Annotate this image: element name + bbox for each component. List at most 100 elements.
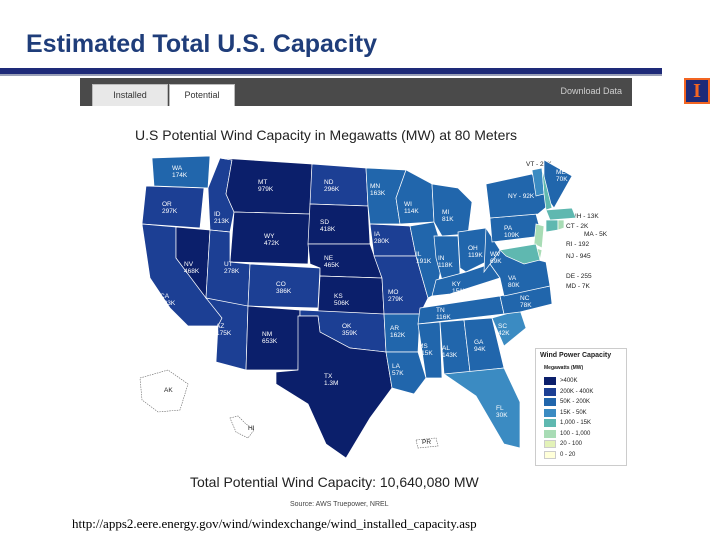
- logo-letter: I: [693, 80, 701, 102]
- state-label-la: LA 57K: [392, 363, 404, 377]
- state-nj[interactable]: [533, 223, 545, 249]
- legend-item: >400K: [544, 377, 624, 386]
- state-ks[interactable]: [317, 275, 385, 315]
- source-url[interactable]: http://apps2.eere.energy.gov/wind/windex…: [72, 516, 477, 531]
- legend-label: 50K - 200K: [560, 399, 591, 405]
- legend-swatch: [544, 440, 556, 448]
- state-label-sd: SD 418K: [320, 219, 336, 233]
- state-label-va: VA 80K: [508, 275, 520, 289]
- state-label-mo: MO 279K: [388, 289, 404, 303]
- university-logo: I: [684, 78, 710, 104]
- legend-title: Wind Power Capacity: [540, 352, 612, 359]
- legend-item: 100 - 1,000: [544, 429, 624, 439]
- state-ms[interactable]: [417, 321, 443, 379]
- tab-bar: Installed Potential Download Data: [80, 78, 632, 106]
- state-label-tn: TN 116K: [436, 307, 451, 321]
- state-label-fl: FL 30K: [496, 405, 508, 419]
- state-label-ok: OK 359K: [342, 323, 358, 337]
- state-label-nj: NJ - 945: [566, 253, 591, 260]
- state-label-pr: PR: [422, 439, 431, 446]
- state-label-wy: WY 472K: [264, 233, 280, 247]
- state-label-co: CO 386K: [276, 281, 292, 295]
- legend-subtitle: Megawatts (MW): [544, 365, 584, 371]
- state-label-sc: SC 42K: [498, 323, 510, 337]
- state-pr[interactable]: [415, 437, 439, 449]
- legend-item: 20 - 100: [544, 440, 624, 449]
- state-label-ut: UT 278K: [224, 261, 240, 275]
- state-label-ri: RI - 192: [566, 241, 590, 248]
- legend-swatch: [544, 429, 556, 438]
- state-sd[interactable]: [307, 203, 371, 245]
- state-label-al: AL 143K: [442, 345, 458, 359]
- state-label-ma: MA - 5K: [584, 231, 608, 238]
- state-label-oh: OH 119K: [468, 245, 483, 259]
- state-label-ny: NY - 92K: [508, 193, 535, 200]
- state-label-ak: AK: [164, 387, 173, 394]
- state-label-nv: NV 468K: [184, 261, 200, 275]
- legend-swatch: [544, 387, 556, 396]
- legend-label: 20 - 100: [560, 441, 583, 447]
- slide-title: Estimated Total U.S. Capacity: [26, 30, 378, 58]
- legend-label: 1,000 - 15K: [560, 420, 592, 426]
- legend-label: 100 - 1,000: [560, 430, 591, 437]
- map-screenshot: Installed Potential Download Data U.S Po…: [80, 78, 632, 518]
- state-label-mn: MN 163K: [370, 183, 386, 197]
- state-label-ga: GA 94K: [474, 339, 486, 353]
- map-legend: Wind Power Capacity Megawatts (MW) >400K…: [535, 348, 627, 466]
- title-rule-shadow: [0, 74, 662, 76]
- state-label-ca: CA 303K: [160, 293, 176, 307]
- state-md[interactable]: [499, 243, 541, 265]
- state-label-ky: KY 151K: [452, 281, 468, 295]
- state-label-or: OR 297K: [162, 201, 178, 215]
- legend-swatch: [544, 450, 556, 459]
- source-note: Source: AWS Truepower, NREL: [290, 501, 389, 508]
- state-label-ct: CT - 2K: [566, 223, 589, 230]
- state-nd[interactable]: [309, 163, 369, 207]
- state-or[interactable]: [141, 185, 205, 229]
- legend-label: 0 - 20: [560, 451, 576, 458]
- legend-label: 15K - 50K: [560, 409, 587, 416]
- state-label-ar: AR 162K: [390, 325, 406, 339]
- legend-item: 0 - 20: [544, 450, 624, 460]
- download-data-link[interactable]: Download Data: [560, 86, 622, 96]
- tab-potential[interactable]: Potential: [169, 84, 235, 106]
- state-label-ia: IA 280K: [374, 231, 390, 245]
- state-ri[interactable]: [557, 219, 565, 231]
- state-wv[interactable]: [483, 226, 501, 274]
- legend-label: 200K - 400K: [560, 388, 594, 395]
- state-label-pa: PA 109K: [504, 225, 520, 239]
- state-label-ms: MS 115K: [418, 343, 433, 357]
- state-ct[interactable]: [545, 219, 559, 233]
- state-label-id: ID 213K: [214, 211, 230, 225]
- state-label-az: AZ 175K: [216, 323, 232, 337]
- state-wi[interactable]: [395, 169, 435, 225]
- legend-swatch: [544, 408, 556, 417]
- tab-installed[interactable]: Installed: [92, 84, 168, 106]
- state-label-hi: HI: [248, 425, 255, 432]
- us-wind-capacity-map: WA 174K OR 297K CA 303K NV 468K ID 213K MT 979K WY 47…: [139, 155, 608, 459]
- state-label-wi: WI 114K: [404, 201, 419, 215]
- state-hi[interactable]: [229, 415, 255, 439]
- legend-item: 200K - 400K: [544, 387, 624, 397]
- state-fl[interactable]: [443, 367, 521, 449]
- legend-item: 1,000 - 15K: [544, 419, 624, 428]
- map-title: U.S Potential Wind Capacity in Megawatts…: [135, 127, 518, 143]
- state-label-mi: MI 81K: [442, 209, 454, 223]
- state-oh[interactable]: [457, 227, 491, 273]
- state-label-ne: NE 465K: [324, 255, 340, 269]
- state-tx[interactable]: [275, 315, 393, 459]
- state-wy[interactable]: [229, 211, 311, 265]
- state-label-in: IN 118K: [438, 255, 453, 269]
- state-ma[interactable]: [545, 207, 577, 221]
- state-label-tx: TX 1.3M: [324, 373, 338, 387]
- state-mi[interactable]: [431, 183, 473, 237]
- legend-label: >400K: [560, 378, 578, 384]
- legend-swatch: [544, 419, 556, 427]
- state-label-mt: MT 979K: [258, 179, 274, 193]
- state-ak[interactable]: [139, 369, 189, 413]
- total-capacity: Total Potential Wind Capacity: 10,640,08…: [190, 474, 479, 490]
- state-la[interactable]: [385, 351, 427, 395]
- state-label-de: DE - 255: [566, 273, 592, 280]
- state-label-md: MD - 7K: [566, 283, 591, 290]
- state-label-vt: VT - 22K: [526, 161, 552, 168]
